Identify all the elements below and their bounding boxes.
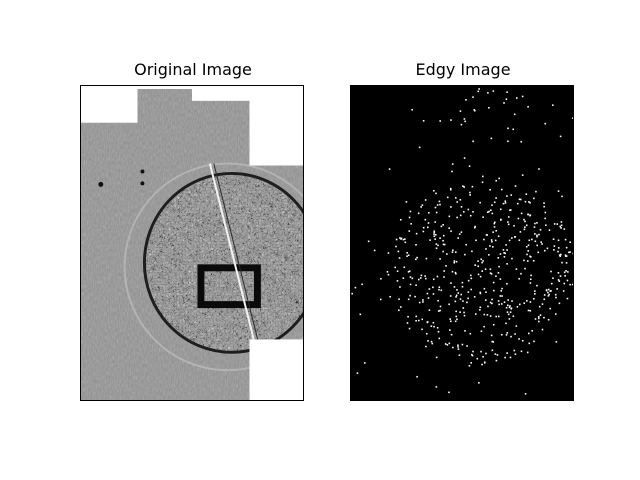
edgy-image-title: Edgy Image	[415, 60, 511, 79]
original-image-axes	[80, 85, 304, 401]
original-image-title: Original Image	[134, 60, 252, 79]
edgy-image-axes	[350, 85, 574, 401]
edgy-image	[351, 86, 573, 400]
original-image	[81, 86, 303, 400]
